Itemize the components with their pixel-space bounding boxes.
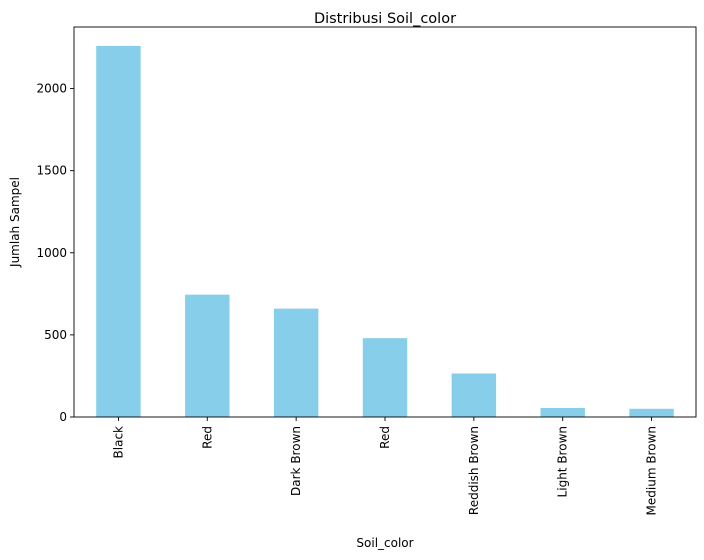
y-tick-label: 2000 [36, 82, 67, 96]
bar-1 [96, 45, 141, 417]
y-axis: 0 500 1000 1500 2000 [36, 82, 74, 424]
y-tick-label: 1000 [36, 246, 67, 260]
x-axis-label: Soil_color [356, 536, 413, 550]
x-tick-label: Dark Brown [289, 426, 303, 496]
x-tick-label: Light Brown [556, 426, 570, 497]
x-tick-label: Reddish Brown [467, 426, 481, 515]
bar-7 [629, 408, 674, 417]
chart-title: Distribusi Soil_color [314, 11, 456, 27]
y-tick-label: 500 [44, 328, 67, 342]
x-tick-label: Red [378, 426, 392, 449]
bars [96, 45, 674, 417]
bar-4 [362, 338, 408, 417]
plot-frame [73, 26, 697, 418]
bar-6 [540, 407, 585, 417]
y-axis-label: Jumlah Sampel [8, 177, 22, 268]
bar-2 [185, 294, 230, 417]
x-tick-label: Red [200, 426, 214, 449]
x-tick-label: Black [111, 426, 125, 459]
x-tick-label: Medium Brown [645, 426, 659, 515]
y-tick-label: 1500 [36, 164, 67, 178]
bar-3 [273, 308, 319, 417]
y-tick-label: 0 [59, 410, 67, 424]
x-axis: Black Red Dark Brown Red Reddish Brown Light … [111, 417, 659, 515]
bar-5 [451, 373, 497, 417]
